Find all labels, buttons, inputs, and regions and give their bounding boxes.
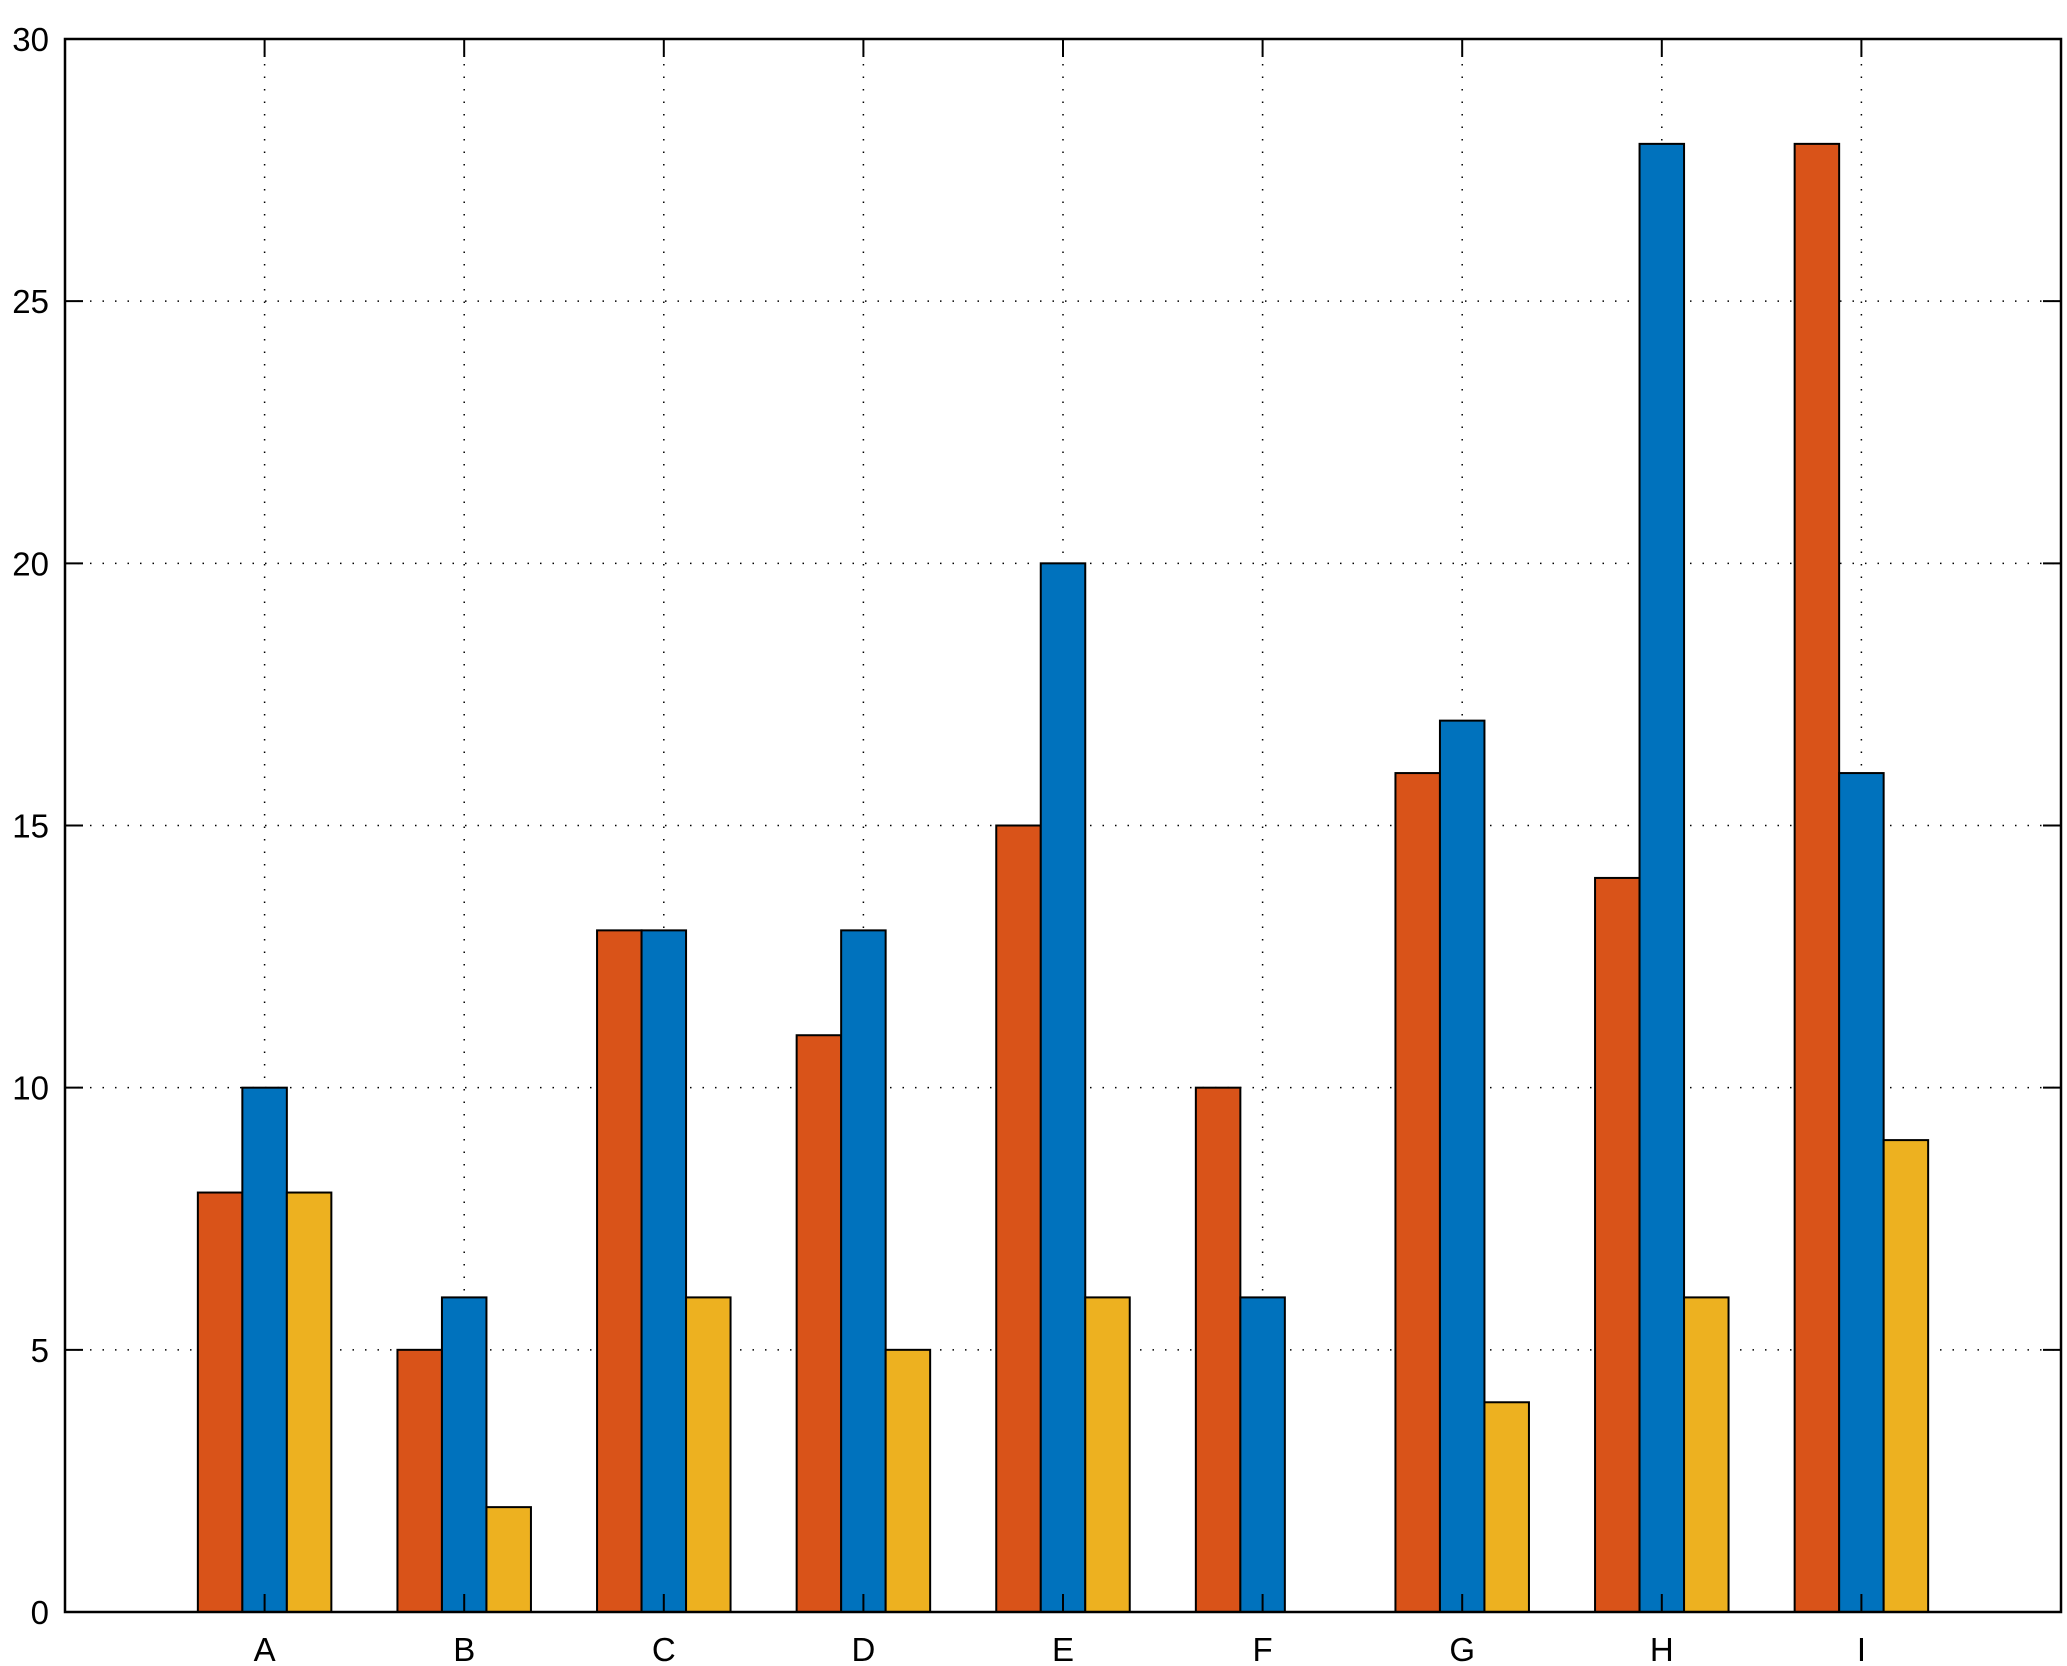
bar-C-series-1 — [596, 929, 643, 1613]
bar-H-series-3 — [1683, 1296, 1730, 1614]
y-tick-label-5: 25 — [12, 283, 49, 320]
x-tick-label-I: I — [1857, 1631, 1866, 1666]
x-tick-label-G: G — [1449, 1631, 1475, 1666]
bar-E-series-3 — [1084, 1296, 1131, 1614]
bar-F-series-1 — [1194, 1086, 1242, 1613]
bar-E-series-2 — [1039, 562, 1087, 1613]
x-tick-label-E: E — [1052, 1631, 1074, 1666]
x-tick-label-H: H — [1650, 1631, 1674, 1666]
bar-G-series-2 — [1438, 719, 1486, 1613]
x-tick-label-B: B — [453, 1631, 475, 1666]
y-tick-label-1: 5 — [31, 1332, 49, 1369]
bar-D-series-1 — [795, 1034, 843, 1613]
bar-I-series-3 — [1882, 1139, 1930, 1613]
bar-C-series-3 — [685, 1296, 732, 1614]
bar-F-series-2 — [1239, 1296, 1286, 1614]
bar-B-series-3 — [485, 1506, 532, 1613]
bar-A-series-2 — [241, 1086, 288, 1613]
bar-C-series-2 — [640, 929, 688, 1613]
x-tick-label-D: D — [851, 1631, 875, 1666]
y-tick-label-6: 30 — [12, 21, 49, 58]
bar-G-series-3 — [1483, 1401, 1530, 1614]
bar-B-series-2 — [440, 1296, 488, 1614]
bar-G-series-1 — [1394, 772, 1441, 1613]
bar-A-series-1 — [196, 1191, 244, 1613]
y-tick-label-0: 0 — [31, 1594, 49, 1631]
y-tick-label-4: 20 — [12, 545, 49, 582]
bar-D-series-2 — [840, 929, 887, 1613]
axes — [63, 37, 2063, 1614]
y-tick-label-3: 15 — [12, 808, 49, 845]
bar-I-series-1 — [1793, 142, 1841, 1613]
x-tick-label-F: F — [1253, 1631, 1273, 1666]
y-tick-label-2: 10 — [12, 1070, 49, 1107]
bar-A-series-3 — [285, 1191, 333, 1613]
tick-labels: 0 5 10 15 20 25 30 A B C D E F G H I — [12, 21, 1866, 1666]
bar-H-series-1 — [1594, 876, 1641, 1613]
bar-D-series-3 — [884, 1348, 932, 1614]
bar-E-series-1 — [995, 824, 1042, 1613]
bar-H-series-2 — [1638, 142, 1686, 1613]
x-tick-label-A: A — [254, 1631, 276, 1666]
bar-B-series-1 — [396, 1348, 443, 1614]
bar-I-series-2 — [1838, 772, 1885, 1613]
bars — [196, 142, 1930, 1614]
x-tick-label-C: C — [652, 1631, 676, 1666]
